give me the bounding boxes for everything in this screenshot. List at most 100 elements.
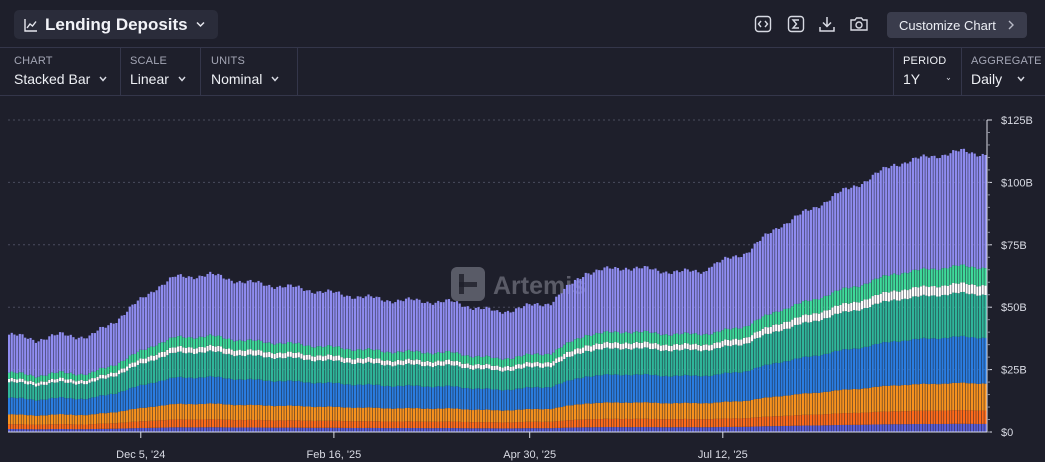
bar[interactable] [370,296,373,432]
bar[interactable] [820,205,823,432]
bar[interactable] [24,337,27,432]
bar[interactable] [367,294,370,432]
bar[interactable] [351,298,354,432]
bar[interactable] [732,256,735,432]
bar[interactable] [72,337,75,432]
bar[interactable] [463,306,467,432]
bar[interactable] [300,288,303,432]
bar[interactable] [874,172,877,432]
bar[interactable] [268,284,271,432]
bar[interactable] [662,272,665,432]
bar[interactable] [702,271,705,432]
bar[interactable] [292,286,295,432]
bar[interactable] [284,287,287,432]
bar[interactable] [388,301,392,432]
bar[interactable] [968,153,971,432]
bar[interactable] [769,233,772,432]
bar[interactable] [176,274,180,432]
bar[interactable] [804,209,807,432]
bar[interactable] [938,157,941,432]
bar[interactable] [217,273,220,432]
bar[interactable] [922,154,925,432]
bar[interactable] [949,153,952,432]
bar[interactable] [453,302,456,432]
bar[interactable] [410,299,413,432]
bar[interactable] [812,207,815,432]
bar[interactable] [616,267,620,432]
bar[interactable] [716,262,719,432]
bar[interactable] [402,301,405,432]
bar[interactable] [107,325,110,432]
bar[interactable] [182,276,185,432]
bar[interactable] [421,302,424,432]
bar[interactable] [638,268,641,432]
embed-code-icon[interactable] [753,14,773,34]
bar[interactable] [860,184,864,432]
bar[interactable] [362,298,365,432]
bar[interactable] [927,157,931,432]
bar[interactable] [429,303,432,432]
bar[interactable] [13,334,16,432]
bar[interactable] [678,272,681,432]
bar[interactable] [852,185,856,432]
bar[interactable] [721,259,724,432]
bar[interactable] [356,296,359,432]
bar[interactable] [136,300,139,432]
bar[interactable] [85,338,88,432]
bar[interactable] [386,300,389,432]
bar[interactable] [563,288,566,432]
bar[interactable] [163,284,166,432]
bar[interactable] [944,154,947,432]
bar[interactable] [249,279,252,432]
bar[interactable] [233,283,236,432]
bar[interactable] [206,273,209,432]
bar[interactable] [796,215,799,432]
bar[interactable] [101,326,105,432]
formula-icon[interactable] [786,14,806,34]
bar[interactable] [799,214,802,432]
bar[interactable] [643,266,646,432]
bar[interactable] [399,300,402,432]
bar[interactable] [675,270,679,432]
download-icon[interactable] [817,14,837,34]
bar[interactable] [557,294,561,432]
scale-select[interactable]: SCALE Linear [116,48,200,96]
bar[interactable] [646,266,649,432]
bar[interactable] [445,299,448,432]
bar[interactable] [147,293,150,432]
bar[interactable] [525,303,528,432]
bar[interactable] [308,290,311,432]
bar[interactable] [579,278,582,432]
bar[interactable] [520,308,523,432]
bar[interactable] [455,301,459,432]
bar[interactable] [759,240,762,432]
bar[interactable] [120,315,123,432]
bar[interactable] [303,290,306,432]
bar[interactable] [131,304,134,432]
bar[interactable] [83,338,86,432]
bar[interactable] [117,318,121,432]
bar[interactable] [155,290,158,432]
bar[interactable] [16,335,19,432]
bar[interactable] [458,303,461,432]
bar[interactable] [372,297,375,432]
bar[interactable] [750,248,754,432]
bar[interactable] [297,285,300,432]
bar[interactable] [576,278,579,432]
bar[interactable] [396,299,400,432]
bar[interactable] [828,200,831,432]
bar[interactable] [850,187,853,432]
bar[interactable] [882,166,885,432]
bar[interactable] [281,287,284,432]
bar[interactable] [380,300,383,432]
bar[interactable] [777,228,780,432]
bar[interactable] [431,304,434,432]
bar[interactable] [504,311,507,432]
bar[interactable] [962,148,966,432]
bar[interactable] [201,276,204,432]
bar[interactable] [887,168,890,432]
bar[interactable] [831,196,834,432]
bar[interactable] [976,156,979,432]
bar[interactable] [823,202,826,432]
bar[interactable] [348,296,351,432]
